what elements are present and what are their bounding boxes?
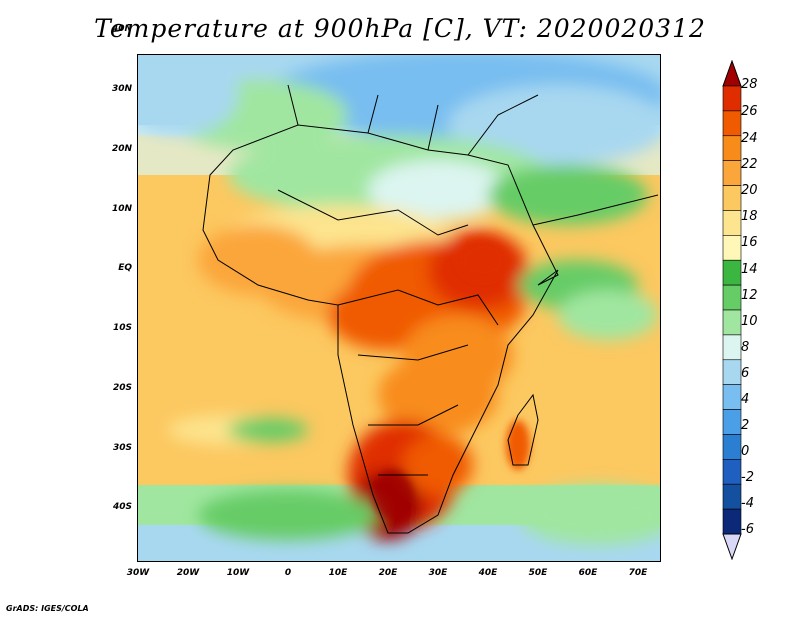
colorbar-label: 12 [741, 288, 758, 303]
colorbar-swatch [722, 334, 742, 361]
colorbar-label: 10 [741, 314, 758, 329]
lat-label: 40N [111, 24, 132, 34]
colorbar-label: -2 [741, 470, 754, 485]
colorbar-bottom-triangle [722, 533, 742, 560]
colorbar-swatch [722, 483, 742, 510]
lon-label: 40E [478, 568, 498, 578]
grads-credit: GrADS: IGES/COLA [6, 604, 89, 613]
lon-label: 30W [126, 568, 150, 578]
colorbar-label: 22 [741, 157, 758, 172]
colorbar-swatch [722, 160, 742, 186]
colorbar-label: 28 [741, 77, 758, 92]
colorbar-top-triangle [722, 60, 742, 87]
colorbar-swatch [722, 459, 742, 485]
colorbar-label: 16 [741, 235, 758, 250]
colorbar-label: 26 [741, 104, 758, 119]
colorbar-label: 2 [741, 418, 750, 433]
lon-label: 10W [226, 568, 250, 578]
lon-label: 10E [328, 568, 348, 578]
colorbar-swatch [722, 359, 742, 385]
lat-label: EQ [118, 263, 132, 273]
colorbar-swatch [722, 210, 742, 236]
colorbar-swatch [722, 85, 742, 112]
lat-label: 30S [112, 443, 132, 453]
colorbar-label: 8 [741, 340, 750, 355]
lon-label: 50E [528, 568, 548, 578]
lat-label: 30N [111, 84, 132, 94]
colorbar [722, 60, 742, 560]
map-plot-area [137, 54, 661, 562]
colorbar-swatch [722, 284, 742, 311]
colorbar-swatch [722, 384, 742, 410]
colorbar-swatch [722, 135, 742, 161]
colorbar-label: 24 [741, 131, 758, 146]
colorbar-swatch [722, 259, 742, 286]
lon-label: 60E [578, 568, 598, 578]
map-title: Temperature at 900hPa [C], VT: 202002031… [94, 14, 706, 43]
colorbar-swatch [722, 434, 742, 460]
colorbar-label: -4 [741, 496, 754, 511]
colorbar-label: 14 [741, 262, 758, 277]
lon-label: 30E [428, 568, 448, 578]
lon-label: 0 [284, 568, 292, 578]
colorbar-label: 0 [741, 444, 750, 459]
lon-label: 20E [378, 568, 398, 578]
lat-label: 10N [111, 204, 132, 214]
colorbar-swatch [722, 409, 742, 435]
lat-label: 40S [112, 502, 132, 512]
lat-label: 10S [112, 323, 132, 333]
lon-label: 20W [176, 568, 200, 578]
colorbar-label: -6 [741, 522, 754, 537]
colorbar-swatch [722, 309, 742, 336]
colorbar-swatch [722, 185, 742, 211]
lat-label: 20S [112, 383, 132, 393]
lon-label: 70E [628, 568, 648, 578]
colorbar-label: 6 [741, 366, 750, 381]
colorbar-swatch [722, 508, 742, 535]
colorbar-label: 20 [741, 183, 758, 198]
colorbar-label: 4 [741, 392, 750, 407]
colorbar-swatch [722, 235, 742, 261]
temperature-field [138, 55, 660, 561]
colorbar-label: 18 [741, 209, 758, 224]
colorbar-swatch [722, 110, 742, 137]
lat-label: 20N [111, 144, 132, 154]
